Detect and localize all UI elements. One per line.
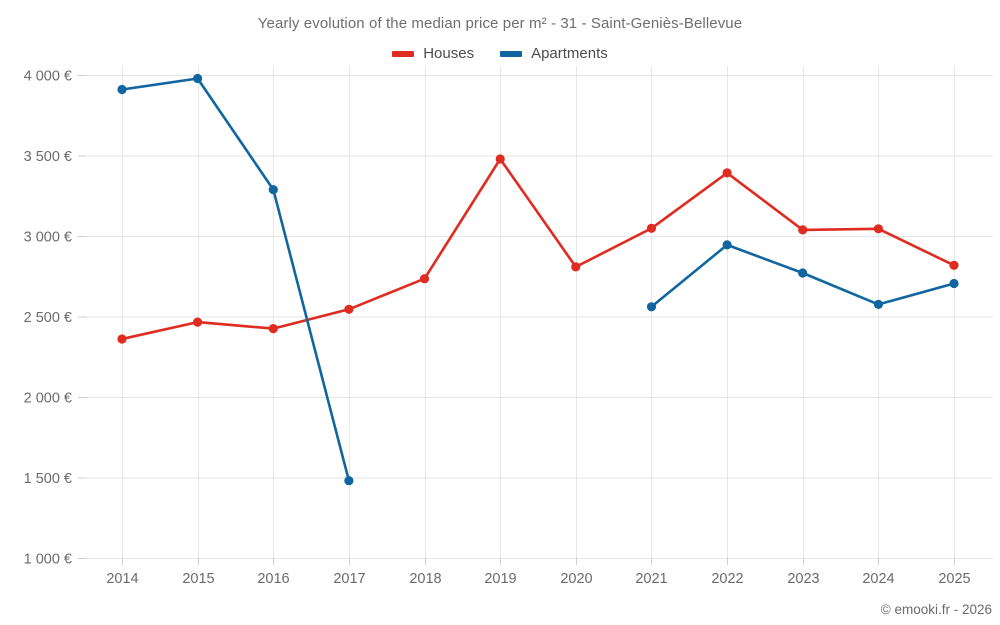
data-point-houses-2025[interactable] [949,260,959,270]
x-axis-label: 2014 [106,571,138,587]
data-point-houses-2019[interactable] [495,154,505,164]
series-line-apartments [120,77,351,482]
data-point-apartments-2025[interactable] [949,278,959,289]
y-axis-label: 1 000 € [24,552,72,568]
x-axis-label: 2018 [409,571,441,587]
x-axis-label: 2017 [333,571,365,587]
data-point-houses-2016[interactable] [268,324,278,334]
data-point-houses-2023[interactable] [798,225,808,235]
data-point-houses-2015[interactable] [193,317,203,327]
x-axis-label: 2015 [182,571,214,587]
data-point-apartments-2022[interactable] [722,240,732,250]
y-axis-label: 2 000 € [24,391,72,407]
data-point-apartments-2021[interactable] [646,302,657,312]
data-point-apartments-2016[interactable] [268,185,278,195]
legend-item-apartments[interactable]: Apartments [500,46,608,61]
y-axis-label: 4 000 € [24,69,72,85]
data-point-houses-2022[interactable] [722,168,732,178]
data-point-houses-2020[interactable] [571,262,581,272]
y-axis-label: 2 500 € [24,310,72,326]
x-axis-label: 2022 [711,571,743,587]
legend-label-apartments: Apartments [531,45,608,62]
legend-swatch-houses [392,50,415,57]
data-point-apartments-2015[interactable] [193,73,203,84]
legend-label-houses: Houses [423,45,475,62]
chart-title: Yearly evolution of the median price per… [257,15,743,32]
x-axis-label: 2024 [862,571,894,587]
chart-legend: Houses Apartments [0,46,1000,61]
data-point-houses-2017[interactable] [344,304,354,314]
x-axis-label: 2020 [560,571,592,587]
y-axis-label: 3 000 € [24,230,72,246]
data-point-apartments-2024[interactable] [873,299,884,309]
credit-text: © emooki.fr - 2026 [880,602,992,617]
x-axis-label: 2016 [257,571,289,587]
legend-swatch-apartments [500,50,523,57]
x-axis-label: 2019 [484,571,516,587]
data-point-apartments-2017[interactable] [344,476,354,486]
y-axis-label: 1 500 € [24,471,72,487]
data-point-apartments-2023[interactable] [798,268,808,278]
data-point-apartments-2014[interactable] [117,84,127,95]
series-line-houses [120,157,956,341]
data-point-houses-2014[interactable] [117,334,127,344]
x-axis-label: 2021 [635,571,667,587]
y-axis-label: 3 500 € [24,149,72,165]
data-point-houses-2021[interactable] [646,223,657,233]
x-axis-label: 2025 [938,571,970,587]
legend-item-houses[interactable]: Houses [392,46,474,61]
data-point-houses-2018[interactable] [419,274,430,284]
data-point-houses-2024[interactable] [873,224,884,234]
x-axis-label: 2023 [787,571,819,587]
